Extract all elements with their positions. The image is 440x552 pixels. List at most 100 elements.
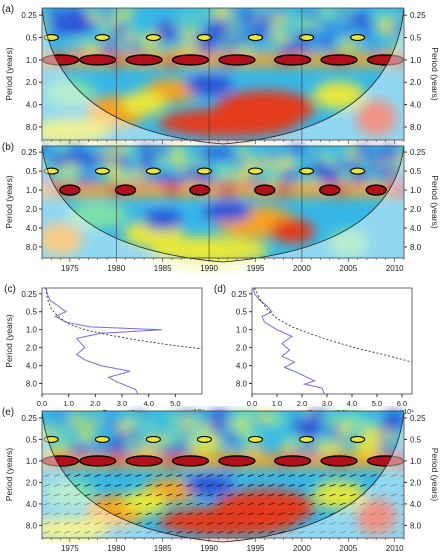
power-blob [101,8,111,20]
x-tick-label: 2000 [293,544,311,552]
power-blob [117,22,128,35]
phase-arrow [84,502,91,506]
phase-arrow [176,512,183,516]
lowfreq-blob [313,81,366,110]
phase-arrow [390,474,397,477]
y-tick-label: 0.25 [21,414,37,423]
phase-arrow [298,502,306,506]
phase-arrow [278,502,285,506]
panel-label: (a) [2,4,14,15]
phase-arrow [247,502,254,506]
y-tick-label-right: 0.25 [410,414,426,423]
power-field [42,143,404,265]
phase-arrow [135,474,142,477]
phase-arrow [145,512,152,516]
x-tick-label: 1990 [200,544,218,552]
phase-arrow [186,484,193,487]
phase-arrow [329,522,336,525]
power-blob [97,17,108,30]
phase-arrow [288,484,295,487]
x-tick-label: 1980 [107,264,125,273]
phase-arrow [206,531,214,534]
y-tick-label: 2.0 [26,78,38,87]
phase-arrow [94,484,101,487]
phase-arrow [329,474,336,477]
phase-arrow [329,493,336,497]
phase-arrow [278,531,285,534]
phase-arrow [206,484,214,487]
phase-arrow [94,531,101,534]
phase-arrow [380,493,387,497]
power-blob [98,44,118,55]
significant-region [42,54,80,66]
significant-region [273,455,312,467]
phase-arrow [370,493,377,497]
y-tick-label-right: 0.25 [410,148,426,157]
phase-arrow [53,502,60,506]
x-tick-label: 2010 [386,544,404,552]
power-blob [178,29,202,36]
wavelet-panel-1: 0.25 0.5 1.0 2.0 4.0 8.0 0.25 0.5 1.0 2.0 4.0 8.0 19… [2,142,440,273]
phase-arrow [53,484,60,487]
power-panel-2: 0.250.51.02.04.08.00.01.02.03.04.05.0x10… [4,284,204,418]
phase-arrow [155,531,163,534]
power-blob [195,11,208,19]
power-blob [213,164,235,176]
x-tick-label: 1995 [247,264,265,273]
power-blob [261,17,273,28]
y-tick-label: 4.0 [236,362,248,371]
y-tick-label: 1.0 [26,326,38,335]
y-axis-label: Period (years) [4,314,14,368]
phase-arrow [53,512,60,516]
y-tick-label-right: 0.25 [410,11,426,20]
power-blob [47,8,64,22]
power-blob [183,10,193,23]
phase-arrow [155,484,163,487]
cone-of-influence-shade [42,146,404,268]
cone-of-influence-line [42,410,404,543]
phase-arrow [349,502,357,506]
power-blob [109,145,128,155]
y-tick-label-right: 8.0 [410,123,422,132]
y-tick-label-right: 1.0 [410,56,422,65]
phase-arrow [155,474,163,477]
y-tick-label-right: 2.0 [410,478,422,487]
power-blob [182,44,202,51]
phase-arrow [308,493,316,497]
power-blob [167,446,188,456]
phase-arrow [63,531,71,534]
power-blob [211,8,231,20]
lowfreq-blob [42,118,110,143]
phase-arrow [74,502,81,506]
power-blob [292,16,317,31]
significant-region [94,33,110,42]
power-blob [351,441,367,452]
power-blob [153,158,175,167]
x-tick-label: 2000 [293,264,311,273]
phase-arrow [166,474,173,477]
phase-arrow [257,493,265,497]
phase-arrow [308,484,316,487]
phase-arrow [43,502,50,506]
phase-arrow [74,531,81,534]
phase-arrows [43,474,404,534]
significant-region [94,167,110,175]
power-blob [222,42,235,50]
power-blob [180,418,196,428]
power-blob [115,422,134,432]
y-tick-label-right: 2.0 [410,205,422,214]
x-tick-label: 3.0 [322,399,332,408]
power-blob [159,46,171,54]
phase-arrow [155,493,163,497]
phase-arrow [115,474,122,477]
power-blob [273,8,285,16]
x-tick-label: 3.0 [117,399,127,408]
phase-arrow [186,531,193,534]
significant-region [247,167,264,175]
x-tick-label: 4.0 [143,399,153,408]
phase-arrow [74,493,81,497]
phase-arrow [115,522,122,525]
phase-arrow [237,512,244,516]
phase-arrow [257,502,265,506]
phase-arrow [217,484,224,487]
